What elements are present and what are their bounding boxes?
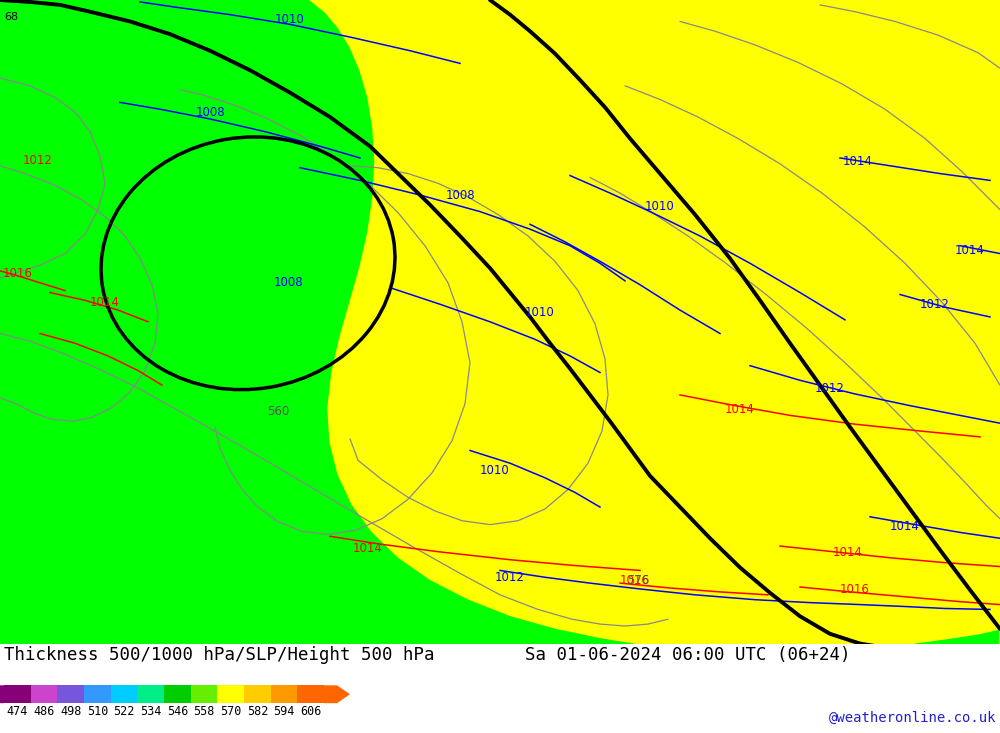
Text: 486: 486 bbox=[33, 705, 55, 718]
Text: 1012: 1012 bbox=[920, 298, 950, 311]
Text: 576: 576 bbox=[627, 574, 649, 586]
Bar bbox=[164, 685, 191, 703]
Text: 522: 522 bbox=[113, 705, 135, 718]
Bar bbox=[191, 685, 217, 703]
FancyArrow shape bbox=[0, 685, 4, 703]
FancyArrow shape bbox=[324, 685, 350, 703]
Text: @weatheronline.co.uk: @weatheronline.co.uk bbox=[828, 711, 996, 725]
Text: 1014: 1014 bbox=[833, 546, 863, 559]
Text: 1014: 1014 bbox=[955, 244, 985, 257]
Text: 498: 498 bbox=[60, 705, 81, 718]
Text: 1014: 1014 bbox=[843, 155, 873, 169]
Text: 1010: 1010 bbox=[480, 463, 510, 476]
Polygon shape bbox=[0, 0, 1000, 644]
Text: 606: 606 bbox=[300, 705, 321, 718]
Text: Thickness 500/1000 hPa/SLP/Height 500 hPa: Thickness 500/1000 hPa/SLP/Height 500 hP… bbox=[4, 646, 434, 663]
Text: 1014: 1014 bbox=[353, 542, 383, 554]
Text: 1008: 1008 bbox=[195, 106, 225, 119]
Text: 68: 68 bbox=[4, 12, 18, 22]
Text: 1012: 1012 bbox=[23, 155, 53, 167]
Bar bbox=[84, 685, 111, 703]
Text: 1014: 1014 bbox=[890, 520, 920, 533]
Text: 1012: 1012 bbox=[495, 571, 525, 583]
Text: 474: 474 bbox=[7, 705, 28, 718]
Bar bbox=[137, 685, 164, 703]
Text: Sa 01-06-2024 06:00 UTC (06+24): Sa 01-06-2024 06:00 UTC (06+24) bbox=[525, 646, 850, 663]
Text: 594: 594 bbox=[273, 705, 295, 718]
Text: 582: 582 bbox=[247, 705, 268, 718]
Text: 1014: 1014 bbox=[725, 403, 755, 416]
Bar bbox=[111, 685, 137, 703]
Bar bbox=[31, 685, 57, 703]
Text: 1010: 1010 bbox=[645, 200, 675, 213]
Bar bbox=[297, 685, 324, 703]
Text: 560: 560 bbox=[267, 405, 289, 418]
Text: 534: 534 bbox=[140, 705, 161, 718]
Text: 1010: 1010 bbox=[275, 13, 305, 26]
Bar bbox=[271, 685, 297, 703]
Text: 1016: 1016 bbox=[3, 267, 33, 279]
Text: 546: 546 bbox=[167, 705, 188, 718]
Bar bbox=[217, 685, 244, 703]
Text: 1008: 1008 bbox=[445, 188, 475, 202]
Text: 1016: 1016 bbox=[620, 574, 650, 586]
Bar bbox=[244, 685, 271, 703]
Bar bbox=[57, 685, 84, 703]
Text: 1016: 1016 bbox=[840, 583, 870, 597]
Text: 1012: 1012 bbox=[815, 382, 845, 394]
Polygon shape bbox=[0, 0, 1000, 644]
Text: 1014: 1014 bbox=[90, 296, 120, 309]
Text: 510: 510 bbox=[87, 705, 108, 718]
Text: 1008: 1008 bbox=[273, 276, 303, 290]
Bar bbox=[4, 685, 31, 703]
Polygon shape bbox=[310, 0, 1000, 653]
Text: 1010: 1010 bbox=[525, 306, 555, 319]
Text: 558: 558 bbox=[193, 705, 215, 718]
Text: 570: 570 bbox=[220, 705, 241, 718]
